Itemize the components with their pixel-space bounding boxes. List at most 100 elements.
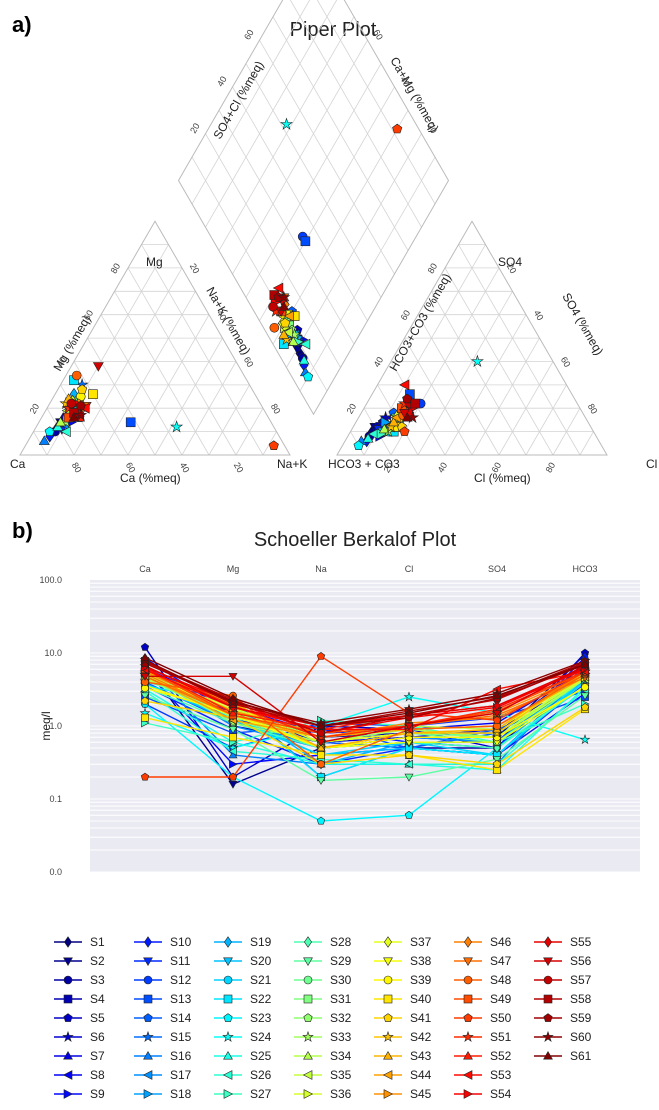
anion-tick-cl: 60 <box>490 461 504 475</box>
cation-tick-ca: 80 <box>70 461 84 475</box>
legend-label: S7 <box>90 1049 105 1063</box>
schoeller-ytick: 1.0 <box>49 721 62 731</box>
anion-vertex-cl: Cl <box>646 457 657 471</box>
schoeller-point <box>316 777 326 785</box>
piper-points <box>38 117 484 451</box>
piper-plot: Piper Plot Ca Mg Na+K Mg (%meq) Na+K (%m… <box>10 0 657 485</box>
schoeller-series-line <box>144 695 586 782</box>
schoeller-point <box>141 713 149 722</box>
diamond-axis-so4cl: SO4+Cl (%meq) <box>210 59 266 142</box>
legend-label: S21 <box>250 973 272 987</box>
diamond-grid <box>272 16 409 251</box>
piper-diamond-point <box>277 290 291 303</box>
anion-triangle-grid <box>404 337 473 456</box>
schoeller-point <box>228 726 238 734</box>
legend-marker <box>383 1013 393 1022</box>
cation-triangle-grid <box>141 244 264 456</box>
cation-vertex-nak: Na+K <box>277 457 307 471</box>
schoeller-point <box>580 659 590 668</box>
diamond-tick-so4cl: 40 <box>215 75 229 89</box>
legend-label: S43 <box>410 1049 432 1063</box>
legend-label: S1 <box>90 935 105 949</box>
diamond-grid <box>245 63 382 298</box>
legend-label: S15 <box>170 1030 192 1044</box>
legend-label: S42 <box>410 1030 432 1044</box>
legend-marker <box>304 936 312 948</box>
piper-diamond-point <box>268 301 278 312</box>
piper-diamond-point <box>283 310 295 322</box>
diamond-grid <box>232 39 368 275</box>
anion-triangle-grid <box>552 408 581 456</box>
anion-tick-so4: 40 <box>532 308 546 322</box>
piper-cation-point <box>52 421 64 431</box>
piper-cation-point <box>170 420 184 433</box>
legend-marker <box>303 1051 313 1060</box>
schoeller-point <box>492 715 502 724</box>
piper-cation-point <box>55 416 67 427</box>
schoeller-point <box>492 759 502 768</box>
legend-label: S24 <box>250 1030 272 1044</box>
piper-anion-point <box>353 440 364 451</box>
legend-marker <box>302 1030 314 1042</box>
piper-cation-point <box>88 389 98 400</box>
legend-marker <box>143 957 153 966</box>
piper-cation-point <box>66 398 77 409</box>
schoeller-series-line <box>144 659 586 724</box>
legend-marker <box>463 1051 473 1060</box>
diamond-grid <box>205 0 338 228</box>
anion-tick-so4: 80 <box>586 402 600 416</box>
schoeller-series-line <box>144 700 586 765</box>
piper-cation-point <box>92 362 104 372</box>
piper-anion-point <box>410 398 421 409</box>
legend-marker <box>224 936 232 948</box>
legend-marker <box>223 1089 234 1099</box>
schoeller-point <box>316 738 326 747</box>
piper-anion-point <box>399 426 410 436</box>
legend-label: S33 <box>330 1030 352 1044</box>
cation-vertex-ca: Ca <box>10 457 26 471</box>
legend-label: S49 <box>490 992 512 1006</box>
schoeller-point <box>404 722 414 731</box>
legend-label: S41 <box>410 1011 432 1025</box>
schoeller-point <box>404 708 414 717</box>
legend-marker <box>63 957 73 966</box>
piper-diamond-point <box>278 301 290 311</box>
legend-label: S50 <box>490 1011 512 1025</box>
legend-label: S40 <box>410 992 432 1006</box>
cation-triangle-grid <box>208 384 250 456</box>
legend-label: S10 <box>170 935 192 949</box>
legend-label: S12 <box>170 973 192 987</box>
schoeller-series-line <box>144 684 586 749</box>
anion-tick-cl: 20 <box>382 461 396 475</box>
diamond-grid <box>218 16 355 251</box>
schoeller-series-line <box>145 655 586 778</box>
legend-marker <box>143 994 153 1004</box>
schoeller-series-line <box>144 703 586 743</box>
schoeller-point <box>316 652 326 660</box>
piper-anion-point <box>402 393 413 404</box>
diamond-grid <box>259 39 395 275</box>
cation-tick-mg: 60 <box>82 308 96 322</box>
schoeller-point <box>228 772 238 781</box>
cation-tick-nak: 60 <box>242 355 256 369</box>
legend-label: S36 <box>330 1087 352 1101</box>
diamond-tick-camg: 60 <box>371 28 385 42</box>
anion-triangle-grid <box>417 291 513 456</box>
legend-label: S27 <box>250 1087 272 1101</box>
legend-marker <box>63 1013 73 1022</box>
anion-tick-hco3: 80 <box>426 262 440 276</box>
piper-diamond-point <box>300 236 311 247</box>
legend-label: S16 <box>170 1049 192 1063</box>
legend-marker <box>303 1013 313 1022</box>
legend-label: S46 <box>490 935 512 949</box>
schoeller-y-ticks: 0.0 0.1 1.0 10.0 100.0 <box>39 575 62 877</box>
legend-marker <box>62 1030 74 1042</box>
cation-triangle-outline <box>19 220 291 456</box>
legend-label: S9 <box>90 1087 105 1101</box>
anion-triangle-outline <box>336 220 608 456</box>
legend-label: S35 <box>330 1068 352 1082</box>
legend-marker <box>142 1070 153 1080</box>
legend-label: S13 <box>170 992 192 1006</box>
schoeller-point <box>140 696 150 705</box>
legend-marker <box>463 957 473 966</box>
